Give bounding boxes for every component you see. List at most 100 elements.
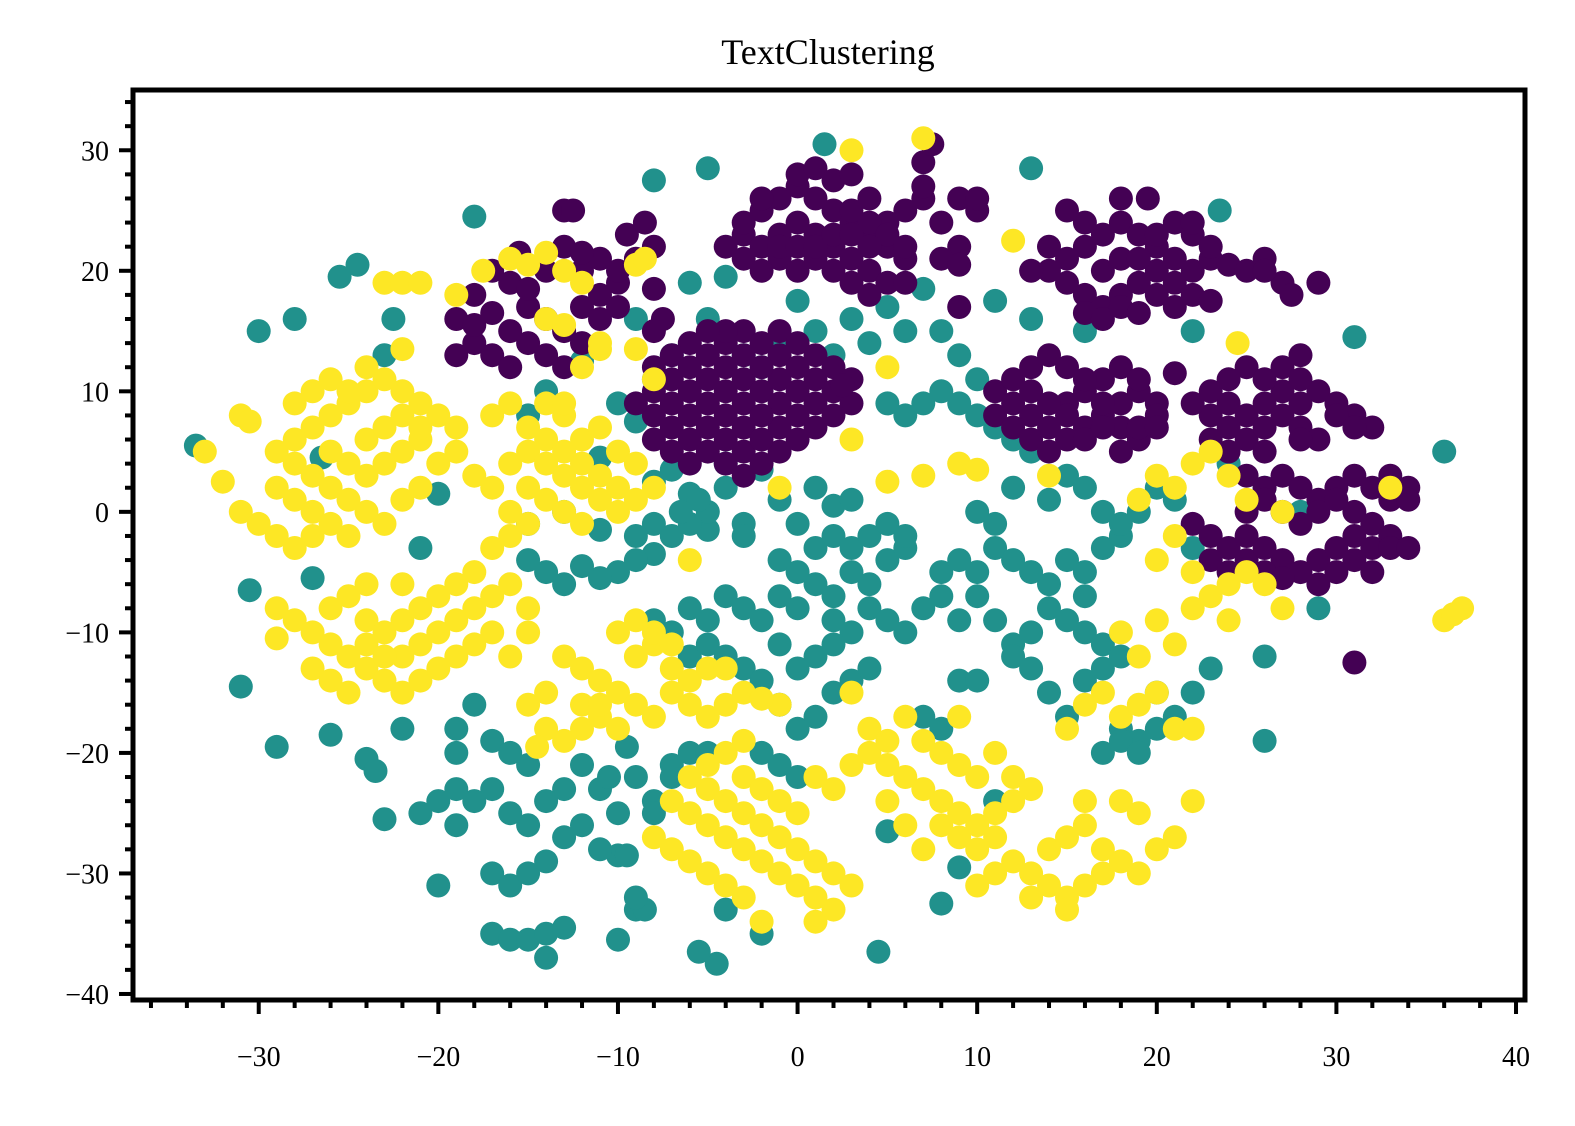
data-point [1037,258,1061,283]
data-point [1306,548,1331,573]
data-point [965,560,990,585]
data-point [1108,246,1133,271]
data-point [731,343,756,368]
data-point [354,608,379,633]
data-point [983,511,1008,536]
data-point [408,475,433,500]
data-point [857,331,882,356]
data-point [704,951,729,976]
data-point [713,789,738,814]
data-point [677,740,702,765]
data-point [875,548,900,573]
data-point [731,656,756,681]
data-point [480,475,505,500]
data-point [552,463,577,488]
data-point [641,276,666,301]
data-point [534,945,559,970]
data-point [1072,475,1097,500]
data-point [1126,740,1151,765]
data-point [372,270,397,295]
data-point [929,379,954,404]
data-point [354,499,379,524]
data-point [677,596,702,621]
data-point [516,596,541,621]
data-point [471,258,496,283]
data-point [534,560,559,585]
data-point [1001,415,1026,440]
data-point [1234,463,1259,488]
data-point [318,596,343,621]
data-point [749,909,774,934]
data-point [785,210,810,235]
data-point [264,734,289,759]
data-point [803,536,828,560]
data-point [893,620,918,645]
data-point [1019,403,1044,428]
data-point [749,686,774,711]
data-point [1037,572,1061,597]
data-point [516,511,541,536]
data-point [588,668,612,693]
data-point [1252,439,1277,464]
data-point [1306,572,1331,597]
data-point [623,524,648,548]
data-point [606,475,630,500]
data-point [570,813,594,838]
data-point [444,813,469,838]
data-point [767,753,792,777]
data-point [1360,536,1385,560]
data-point [1055,427,1079,452]
data-point [1288,475,1313,500]
data-point [623,337,648,362]
data-point [659,656,684,681]
data-point [677,331,702,356]
data-point [1037,415,1061,440]
data-point [857,282,882,307]
data-point [731,837,756,862]
data-point [534,391,559,416]
data-point [1037,873,1061,898]
data-point [677,765,702,789]
data-point [641,427,666,452]
data-point [426,873,451,898]
data-point [785,403,810,428]
data-point [336,584,361,609]
data-point [597,765,621,789]
data-point [875,789,900,814]
data-point [444,282,469,307]
data-point [614,843,639,868]
data-point [1180,391,1205,416]
data-point [1126,692,1151,717]
data-point [1072,584,1097,609]
data-point [1216,391,1241,416]
data-point [875,391,900,416]
data-point [839,427,864,452]
data-point [749,813,774,838]
data-point [821,897,846,922]
data-point [1198,403,1223,428]
data-point [983,825,1008,850]
data-point [749,258,774,283]
data-point [767,548,792,573]
data-point [1306,379,1331,404]
data-point [821,584,846,609]
data-point [947,548,972,573]
data-point [641,475,666,500]
data-point [1324,487,1349,512]
data-point [1198,234,1223,259]
data-point [695,753,720,777]
data-point [1001,475,1026,500]
data-point [1234,258,1259,283]
data-point [336,379,361,404]
data-point [552,439,577,464]
data-point [390,270,415,295]
data-point [336,524,361,548]
data-point [552,825,577,850]
data-point [632,246,657,271]
data-point [570,753,594,777]
data-point [983,288,1008,313]
data-point [1234,427,1259,452]
data-point [731,801,756,826]
data-point [1055,246,1079,271]
data-point [1216,415,1241,440]
